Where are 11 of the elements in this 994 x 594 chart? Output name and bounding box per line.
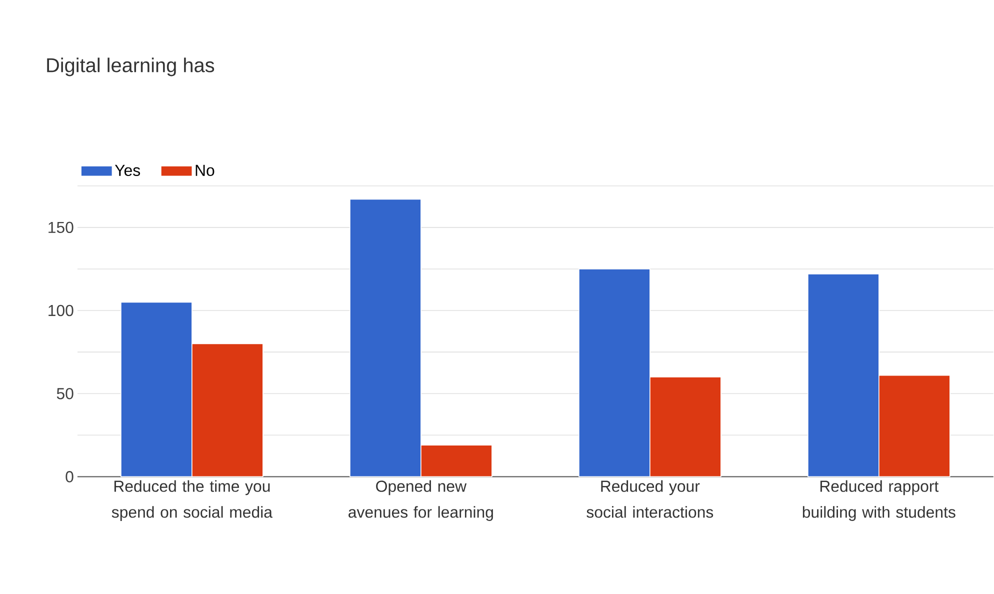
x-tick-label: Reduced the time you spend on social media [112,480,272,522]
legend-label: Yes [114,165,140,176]
y-tick-label: 0 [66,471,74,483]
y-tick-label: 50 [56,388,74,400]
chart-title: Digital learning has [47,58,214,76]
y-tick-label: 150 [48,222,74,234]
y-tick-label: 100 [48,305,74,316]
x-tick-label: Opened new avenues for learning [348,480,493,522]
x-tick-label: Reduced rapport building with students [802,480,956,522]
x-tick-label: Reduced your social interactions [586,480,714,518]
legend-label: No [196,165,214,176]
